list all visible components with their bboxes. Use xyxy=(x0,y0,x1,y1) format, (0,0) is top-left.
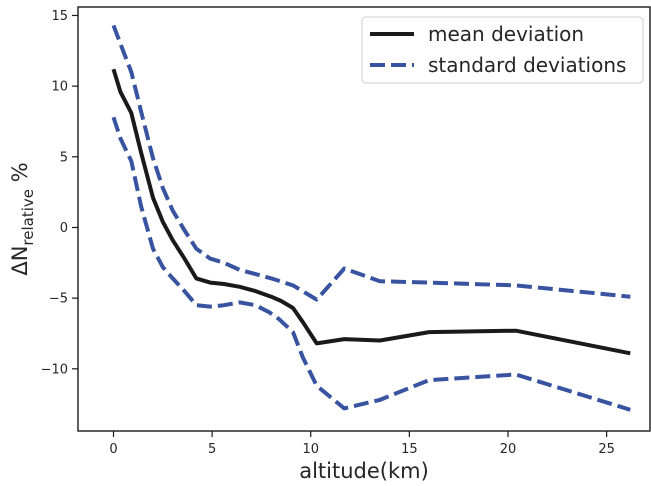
x-axis-label: altitude(km) xyxy=(299,459,429,483)
y-tick-label: 5 xyxy=(60,150,68,165)
x-tick-label: 0 xyxy=(109,442,117,457)
y-tick-label: 0 xyxy=(60,221,68,236)
y-axis-label-subscript: relative xyxy=(19,189,37,246)
y-tick-label: 15 xyxy=(51,9,68,24)
y-tick-label: −10 xyxy=(41,362,68,377)
legend-label: standard deviations xyxy=(428,53,626,77)
series-layer xyxy=(111,24,631,412)
legend: mean deviation standard deviations xyxy=(361,16,644,84)
y-axis-label-base: ΔN xyxy=(8,246,32,276)
y-axis-label-suffix: % xyxy=(8,162,32,189)
y-tick-label: −5 xyxy=(49,292,68,307)
x-tick-label: 20 xyxy=(500,442,517,457)
standard-deviation-line-2 xyxy=(111,116,631,412)
x-tick-label: 5 xyxy=(208,442,216,457)
y-axis-label: ΔNrelative % xyxy=(8,162,37,275)
y-tick-label: 10 xyxy=(51,80,68,95)
ticks-layer: 0 5 10 15 20 25 15 10 5 0 −5 −10 xyxy=(41,9,615,457)
legend-box xyxy=(361,16,644,84)
plot-frame xyxy=(77,6,651,432)
standard-deviation-line-1 xyxy=(111,24,631,302)
mean-deviation-line xyxy=(111,68,631,356)
legend-label: mean deviation xyxy=(428,22,584,46)
x-tick-label: 15 xyxy=(401,442,418,457)
x-tick-label: 10 xyxy=(302,442,319,457)
x-tick-label: 25 xyxy=(598,442,615,457)
